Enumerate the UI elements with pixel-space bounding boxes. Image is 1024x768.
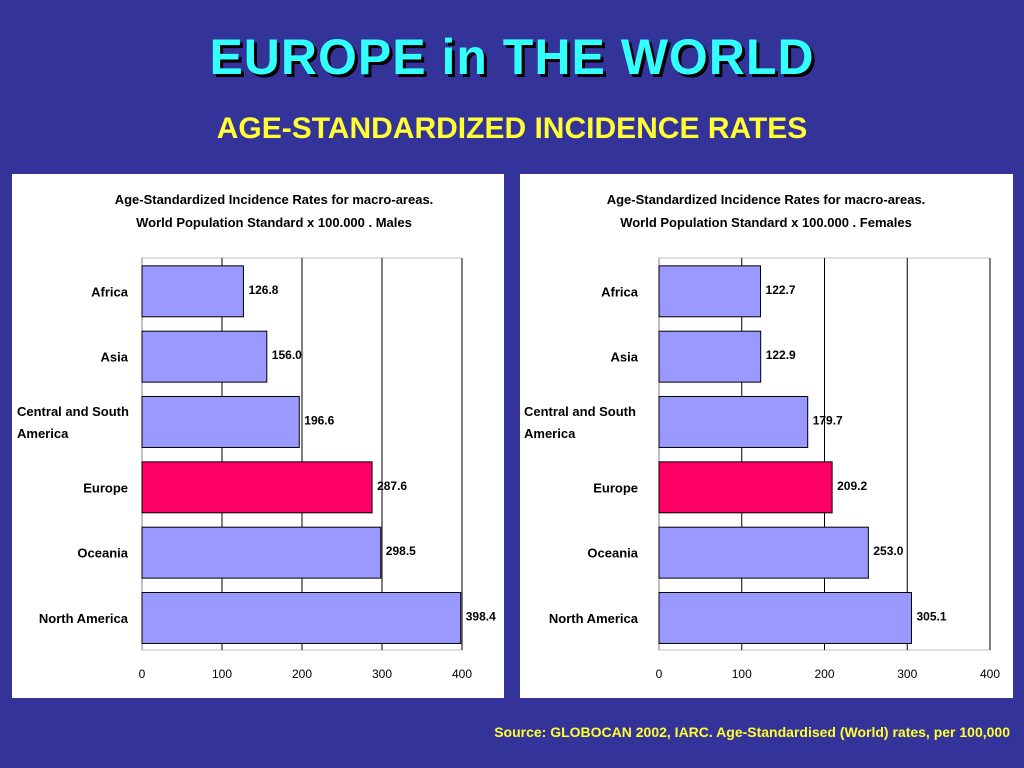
value-label: 298.5: [386, 544, 416, 558]
value-label: 305.1: [916, 610, 946, 624]
category-label: North America: [39, 611, 129, 626]
value-label: 156.0: [272, 348, 302, 362]
value-label: 122.7: [766, 283, 796, 297]
x-tick-label: 400: [980, 667, 1000, 681]
chart-panel-females: Age-Standardized Incidence Rates for mac…: [520, 174, 1013, 698]
x-tick-label: 200: [814, 667, 834, 681]
x-tick-label: 0: [656, 667, 663, 681]
chart-subtitle: World Population Standard x 100.000 . Fe…: [620, 215, 912, 230]
bar-central-and-south-america: [141, 396, 300, 448]
category-label: Oceania: [77, 546, 128, 561]
category-label: Central and South: [524, 404, 636, 419]
bar-africa: [141, 265, 244, 318]
x-tick-label: 100: [212, 667, 232, 681]
category-label: North America: [549, 611, 639, 626]
bar-asia: [141, 330, 268, 383]
bar-europe: [658, 461, 833, 514]
value-label: 253.0: [873, 544, 903, 558]
x-tick-label: 0: [139, 667, 146, 681]
category-label: Africa: [91, 284, 129, 299]
bar-central-and-south-america: [658, 396, 809, 448]
value-label: 398.4: [466, 610, 496, 624]
chart-panel-males: Age-Standardized Incidence Rates for mac…: [12, 174, 504, 698]
category-label: Europe: [593, 480, 638, 495]
bar-europe: [141, 461, 373, 514]
x-tick-label: 300: [372, 667, 392, 681]
x-tick-label: 300: [897, 667, 917, 681]
chart-subtitle: World Population Standard x 100.000 . Ma…: [136, 215, 412, 230]
bar-oceania: [658, 526, 869, 579]
x-tick-label: 100: [732, 667, 752, 681]
value-label: 196.6: [304, 414, 334, 428]
source-note: Source: GLOBOCAN 2002, IARC. Age-Standar…: [494, 724, 1010, 740]
chart-females: Age-Standardized Incidence Rates for mac…: [524, 192, 1000, 681]
value-label: 209.2: [837, 479, 867, 493]
bar-africa: [658, 265, 762, 318]
category-label: Oceania: [587, 546, 638, 561]
category-label: Asia: [611, 350, 639, 365]
category-label: America: [524, 426, 576, 441]
x-tick-label: 200: [292, 667, 312, 681]
category-label: America: [17, 426, 69, 441]
bar-asia: [658, 330, 762, 383]
chart-title: Age-Standardized Incidence Rates for mac…: [607, 192, 926, 207]
x-tick-label: 400: [452, 667, 472, 681]
chart-males: Age-Standardized Incidence Rates for mac…: [17, 192, 496, 681]
value-label: 126.8: [248, 283, 278, 297]
chart-title: Age-Standardized Incidence Rates for mac…: [115, 192, 434, 207]
value-label: 179.7: [813, 414, 843, 428]
value-label: 287.6: [377, 479, 407, 493]
slide-subtitle: AGE-STANDARDIZED INCIDENCE RATES: [216, 112, 808, 145]
slide-title: EUROPE in THE WORLD: [209, 29, 815, 85]
value-label: 122.9: [766, 348, 796, 362]
bar-north-america: [658, 592, 912, 644]
category-label: Asia: [101, 350, 129, 365]
bar-north-america: [141, 592, 462, 644]
category-label: Africa: [601, 284, 639, 299]
bar-oceania: [141, 526, 382, 579]
category-label: Europe: [83, 480, 128, 495]
category-label: Central and South: [17, 404, 129, 419]
